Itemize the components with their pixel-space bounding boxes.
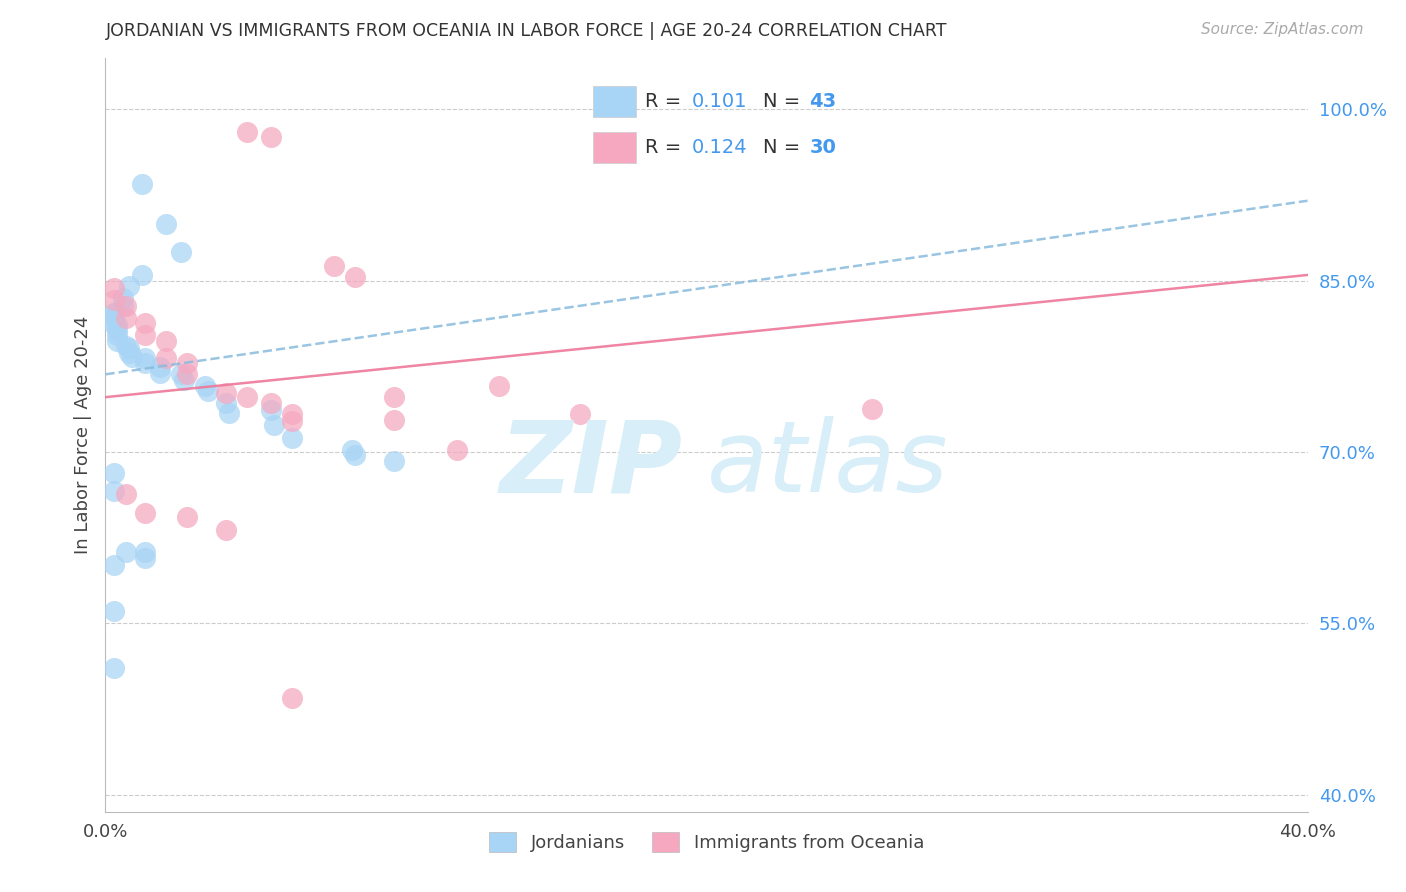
Point: [134, 316, 156, 330]
Point: [382, 454, 405, 468]
Point: [115, 545, 138, 559]
Point: [214, 396, 236, 410]
Point: [169, 245, 191, 260]
Point: [112, 299, 135, 313]
Point: [155, 351, 177, 366]
Point: [112, 291, 135, 305]
Point: [343, 449, 366, 463]
Point: [169, 368, 191, 382]
Point: [115, 339, 138, 353]
Point: [281, 407, 304, 421]
Point: [107, 318, 129, 333]
Point: [131, 268, 153, 282]
Point: [260, 129, 283, 144]
Text: ZIP: ZIP: [499, 417, 682, 514]
Point: [107, 334, 129, 349]
Point: [382, 390, 405, 404]
Point: [176, 356, 198, 370]
Point: [263, 417, 285, 432]
Point: [218, 406, 240, 420]
Text: 43: 43: [810, 92, 837, 111]
Point: [446, 442, 468, 457]
Point: [281, 690, 304, 705]
Point: [103, 604, 125, 618]
Point: [118, 345, 141, 359]
Point: [103, 280, 125, 294]
Point: [281, 414, 304, 428]
Text: R =: R =: [645, 138, 688, 157]
Point: [103, 558, 125, 572]
Point: [214, 385, 236, 400]
Point: [103, 306, 125, 320]
Point: [103, 466, 125, 480]
Legend: Jordanians, Immigrants from Oceania: Jordanians, Immigrants from Oceania: [482, 825, 931, 859]
FancyBboxPatch shape: [593, 87, 636, 117]
Point: [343, 270, 366, 285]
Point: [488, 378, 510, 392]
Point: [860, 401, 883, 416]
Point: [173, 373, 195, 387]
Text: atlas: atlas: [707, 417, 948, 514]
Text: N =: N =: [763, 92, 807, 111]
Point: [134, 356, 156, 370]
Text: 30: 30: [810, 138, 837, 157]
Point: [569, 407, 592, 421]
Point: [103, 661, 125, 675]
Point: [134, 328, 156, 343]
Point: [148, 366, 170, 380]
Point: [235, 390, 257, 404]
Point: [235, 125, 257, 139]
Point: [176, 510, 198, 524]
Text: R =: R =: [645, 92, 688, 111]
Point: [155, 334, 177, 349]
Point: [131, 177, 153, 191]
Point: [103, 311, 125, 326]
Point: [148, 360, 170, 375]
Point: [134, 351, 156, 366]
Point: [115, 487, 138, 501]
Point: [107, 323, 129, 337]
Point: [134, 506, 156, 520]
Point: [155, 217, 177, 231]
Text: JORDANIAN VS IMMIGRANTS FROM OCEANIA IN LABOR FORCE | AGE 20-24 CORRELATION CHAR: JORDANIAN VS IMMIGRANTS FROM OCEANIA IN …: [105, 22, 948, 40]
Point: [118, 341, 141, 355]
FancyBboxPatch shape: [593, 132, 636, 163]
Point: [103, 306, 125, 320]
Text: N =: N =: [763, 138, 807, 157]
Text: Source: ZipAtlas.com: Source: ZipAtlas.com: [1201, 22, 1364, 37]
Point: [115, 299, 138, 313]
Point: [340, 442, 363, 457]
Text: 0.124: 0.124: [692, 138, 748, 157]
Text: 0.101: 0.101: [692, 92, 747, 111]
Point: [134, 545, 156, 559]
Point: [194, 378, 217, 392]
Point: [260, 402, 283, 417]
Point: [118, 279, 141, 293]
Point: [322, 259, 344, 273]
Point: [103, 293, 125, 307]
Point: [382, 413, 405, 427]
Point: [115, 311, 138, 326]
Point: [176, 368, 198, 382]
Point: [103, 483, 125, 498]
Point: [197, 384, 219, 399]
Point: [121, 350, 143, 364]
Point: [134, 551, 156, 566]
Point: [103, 317, 125, 331]
Y-axis label: In Labor Force | Age 20-24: In Labor Force | Age 20-24: [73, 316, 91, 554]
Point: [107, 328, 129, 343]
Point: [281, 431, 304, 445]
Point: [260, 396, 283, 410]
Point: [214, 523, 236, 537]
